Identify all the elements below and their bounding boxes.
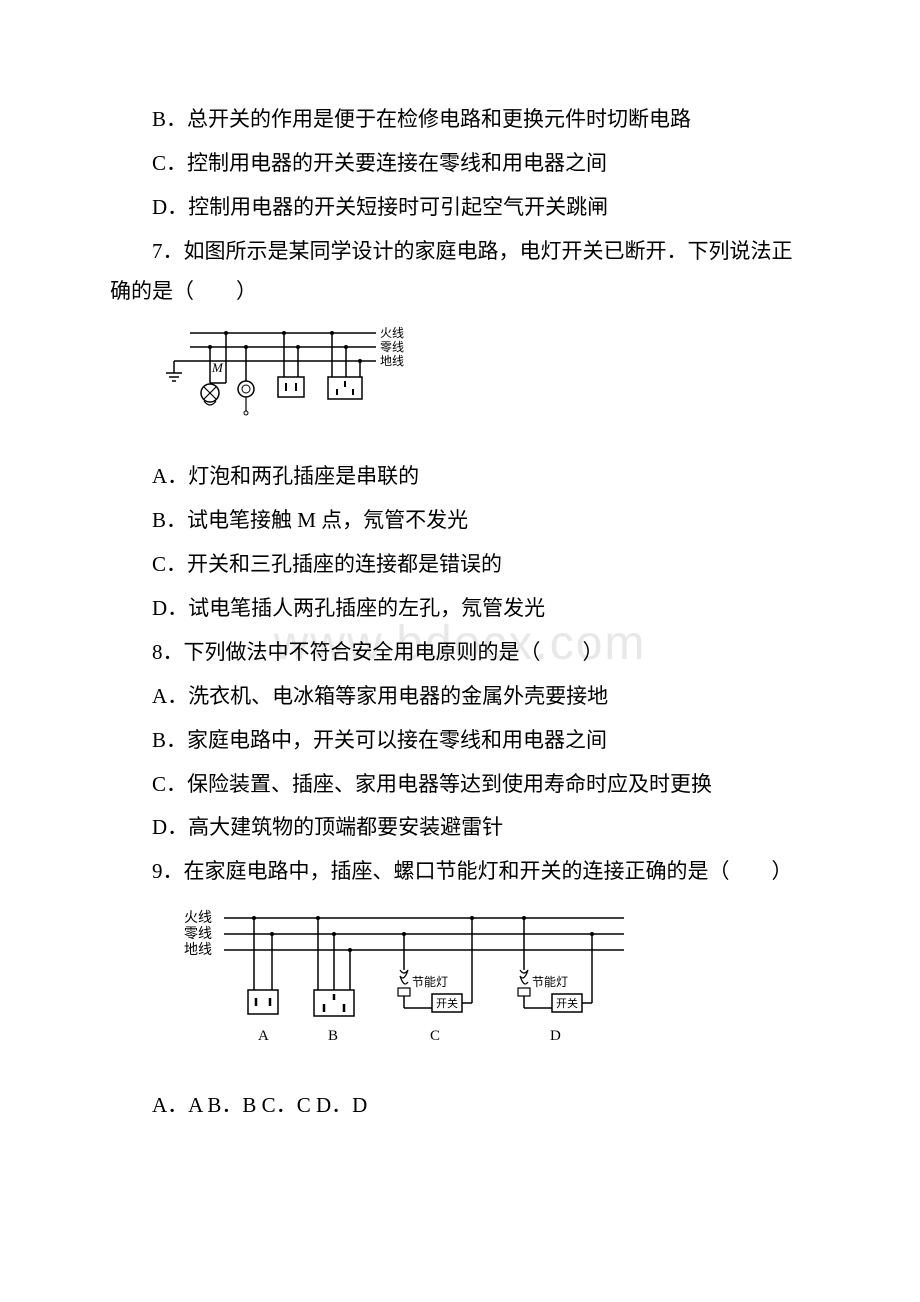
question-7-text: 7．如图所示是某同学设计的家庭电路，电灯开关已断开．下列说法正确的是（ ）: [110, 239, 793, 303]
question-7: 7．如图所示是某同学设计的家庭电路，电灯开关已断开．下列说法正确的是（ ）: [110, 232, 810, 312]
option-d-q7: D．试电笔插人两孔插座的左孔，氖管发光: [110, 589, 810, 629]
label-b: B: [328, 1028, 338, 1044]
diagram-1: 火线 零线 地线 M: [154, 319, 810, 445]
fire-label-2: 火线: [184, 910, 212, 926]
diagram-2: 火线 零线 地线 A B: [154, 900, 810, 1074]
label-a: A: [258, 1028, 269, 1044]
option-c-q7: C．开关和三孔插座的连接都是错误的: [110, 545, 810, 585]
switch-c: 开关: [436, 996, 458, 1010]
neutral-label: 零线: [380, 340, 404, 354]
option-d-q6: D．控制用电器的开关短接时可引起空气开关跳闸: [110, 188, 810, 228]
option-b-q8: B．家庭电路中，开关可以接在零线和用电器之间: [110, 721, 810, 761]
question-9: 9．在家庭电路中，插座、螺口节能灯和开关的连接正确的是（ ）: [110, 852, 810, 892]
label-d: D: [550, 1028, 561, 1044]
lamp-d: 节能灯: [532, 975, 568, 989]
option-a-q8: A．洗衣机、电冰箱等家用电器的金属外壳要接地: [110, 677, 810, 717]
option-d-q8: D．高大建筑物的顶端都要安装避雷针: [110, 808, 810, 848]
label-c: C: [430, 1028, 440, 1044]
question-9-text: 9．在家庭电路中，插座、螺口节能灯和开关的连接正确的是（ ）: [152, 859, 793, 883]
answer-options-q9: A．A B．B C．C D．D: [110, 1086, 810, 1126]
option-b-q6: B．总开关的作用是便于在检修电路和更换元件时切断电路: [110, 100, 810, 140]
neutral-label-2: 零线: [184, 926, 212, 942]
ground-label: 地线: [380, 354, 404, 368]
option-a-q7: A．灯泡和两孔插座是串联的: [110, 457, 810, 497]
switch-d: 开关: [556, 996, 578, 1010]
option-c-q8: C．保险装置、插座、家用电器等达到使用寿命时应及时更换: [110, 765, 810, 805]
ground-label-2: 地线: [184, 942, 212, 958]
fire-label: 火线: [380, 326, 404, 340]
document-content: B．总开关的作用是便于在检修电路和更换元件时切断电路 C．控制用电器的开关要连接…: [110, 100, 810, 1126]
option-b-q7: B．试电笔接触 M 点，氖管不发光: [110, 501, 810, 541]
lamp-c: 节能灯: [412, 975, 448, 989]
m-label: M: [211, 360, 224, 375]
option-c-q6: C．控制用电器的开关要连接在零线和用电器之间: [110, 144, 810, 184]
question-8: 8．下列做法中不符合安全用电原则的是（ ）: [110, 633, 810, 673]
